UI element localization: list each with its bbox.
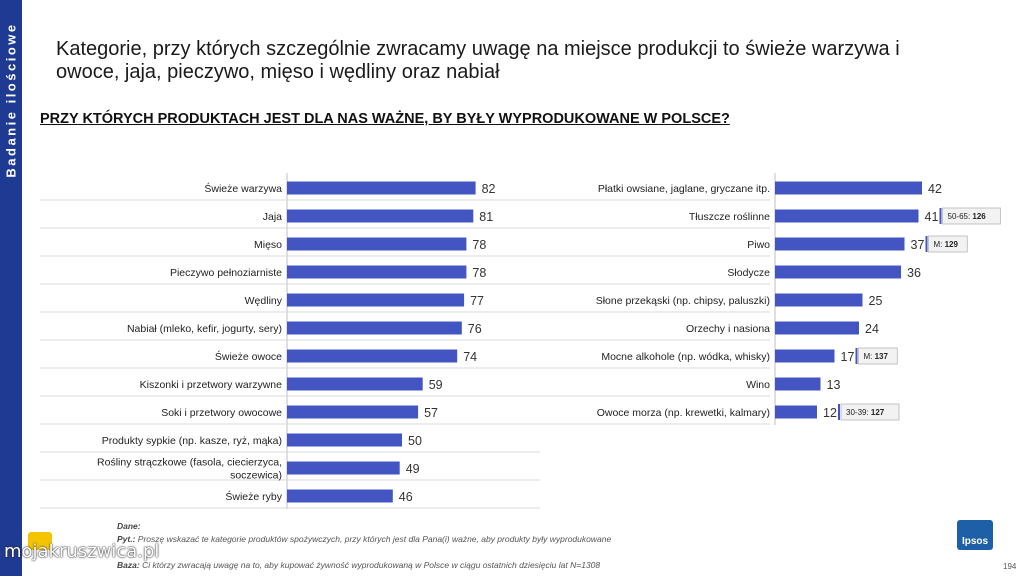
footer-base-label: Baza: [117,560,140,570]
bar [287,433,402,447]
value-label: 46 [399,490,413,504]
callout-label: 50-65: 126 [948,212,987,221]
bar [287,377,423,391]
category-label: Pieczywo pełnoziarniste [170,267,282,279]
value-label: 74 [463,350,477,364]
callout-box: 30-39: 127 [838,403,900,421]
category-label: Słone przekąski (np. chipsy, paluszki) [596,295,770,307]
bar [287,405,419,419]
bar [775,349,835,363]
callout-label: M: 129 [934,240,959,249]
value-label: 36 [907,266,921,280]
callout-background [928,235,968,253]
category-label: Świeże ryby [225,490,282,503]
bar [775,181,922,195]
callout-background [858,347,898,365]
bar [287,321,462,335]
bar [287,349,458,363]
category-label: Jaja [263,211,282,223]
value-label: 50 [408,434,422,448]
sidebar: Badanie ilościowe [0,0,22,576]
ipsos-logo: Ipsos [957,520,993,550]
bar [287,461,400,475]
footer-question-text: Proszę wskazać te kategorie produktów sp… [137,534,612,544]
page-title: Kategorie, przy których szczególnie zwra… [56,38,900,83]
category-label: Wino [746,379,770,391]
value-label: 78 [472,238,486,252]
footer-notes: Dane: Pyt.: Proszę wskazać te kategorie … [117,520,817,572]
footer-base-text: Ci którzy zwracają uwagę na to, aby kupo… [142,560,601,570]
bar [287,237,467,251]
bar [775,293,863,307]
chart-subtitle: PRZY KTÓRYCH PRODUKTACH JEST DLA NAS WAŻ… [40,111,730,127]
bar [775,405,817,419]
value-label: 41 [925,210,939,224]
watermark-text: mojakruszwica.pl [4,541,160,562]
category-label: Wędliny [245,295,283,307]
value-label: 77 [470,294,484,308]
category-label: Mocne alkohole (np. wódka, whisky) [601,351,770,363]
bar [287,181,476,195]
value-label: 25 [869,294,883,308]
value-label: 49 [406,462,420,476]
value-label: 37 [911,238,925,252]
footer-question-label: Pyt.: [117,534,136,544]
callout-box: 50-65: 126 [939,207,1001,225]
category-label: Owoce morza (np. krewetki, kalmary) [597,407,770,419]
bar [775,265,901,279]
value-label: 82 [482,182,496,196]
category-label: Świeże warzywa [204,182,282,195]
callout-background [840,403,900,421]
bar [287,293,465,307]
category-label: Nabiał (mleko, kefir, jogurty, sery) [127,323,282,335]
callout-box: M: 129 [925,235,968,253]
category-label: Produkty sypkie (np. kasze, ryż, mąka) [102,435,282,447]
category-label: Świeże owoce [215,350,282,363]
value-label: 76 [468,322,482,336]
callout-label: M: 137 [864,352,889,361]
callout-marker [838,404,840,420]
left-bar-chart: Świeże warzywa 82 Jaja 81 Mięso 78 Pieczywo pe… [40,173,540,509]
callout-marker [925,236,928,252]
category-label: Soki i przetwory owocowe [161,407,282,419]
bar [775,377,821,391]
category-label: Rośliny strączkowe (fasola, ciecierzyca, [97,457,282,469]
category-label: soczewica) [230,470,282,482]
value-label: 59 [429,378,443,392]
footer-data-label: Dane: [117,521,141,531]
value-label: 24 [865,322,879,336]
category-label: Tłuszcze roślinne [689,211,770,223]
category-label: Piwo [747,239,770,251]
bar [775,237,905,251]
value-label: 13 [827,378,841,392]
ladybug-logo [28,532,52,550]
right-bar-chart: Płatki owsiane, jaglane, gryczane itp. 42… [540,173,1001,425]
value-label: 81 [479,210,493,224]
category-label: Płatki owsiane, jaglane, gryczane itp. [598,183,770,195]
value-label: 57 [424,406,438,420]
callout-marker [855,348,858,364]
callout-label: 30-39: 127 [846,408,885,417]
bar [287,209,474,223]
category-label: Orzechy i nasiona [686,323,770,335]
value-label: 12 [823,406,837,420]
logo-text: Ipsos [961,536,989,547]
category-label: Mięso [254,239,282,251]
bar [287,265,467,279]
category-label: Kiszonki i przetwory warzywne [140,379,283,391]
bar [775,209,919,223]
value-label: 78 [472,266,486,280]
callout-background [942,207,1001,225]
page-number: 194 [1003,562,1017,571]
bar [775,321,859,335]
callout-box: M: 137 [855,347,898,365]
value-label: 17 [841,350,855,364]
category-label: Słodycze [727,267,770,279]
callout-marker [939,208,942,224]
value-label: 42 [928,182,942,196]
bar [287,489,393,503]
